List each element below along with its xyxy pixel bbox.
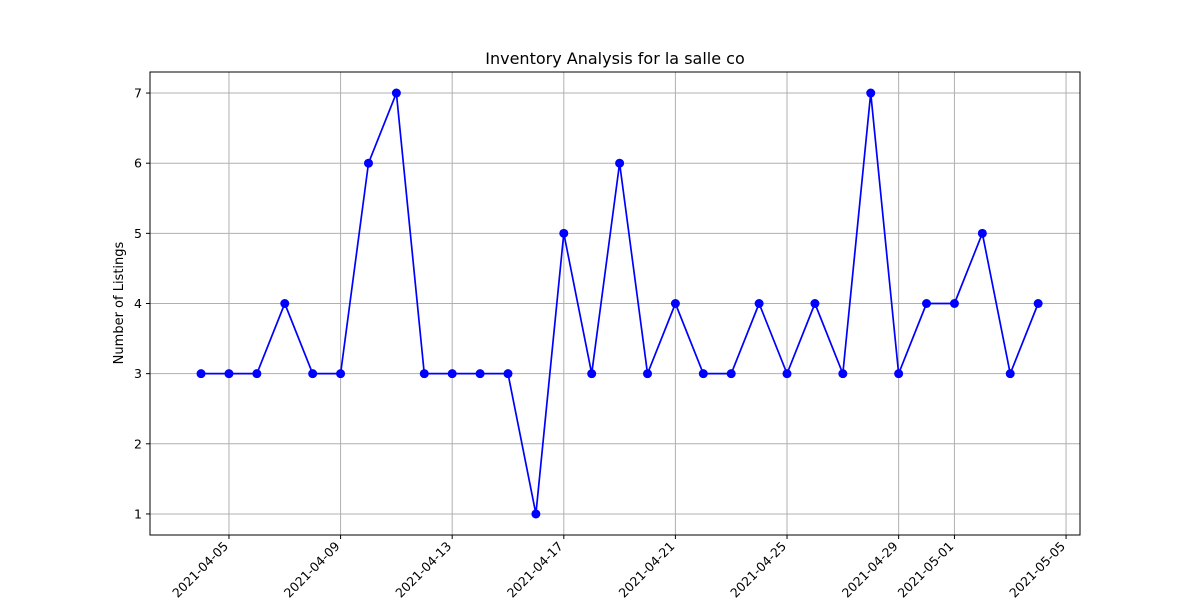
x-tick-label: 2021-04-05 bbox=[169, 539, 231, 600]
x-tick-label: 2021-04-25 bbox=[727, 539, 789, 600]
data-point bbox=[866, 88, 876, 98]
data-point bbox=[224, 369, 234, 379]
data-point bbox=[363, 158, 373, 168]
y-tick-label: 7 bbox=[134, 86, 142, 101]
data-point bbox=[391, 88, 401, 98]
data-point bbox=[419, 369, 429, 379]
data-point bbox=[1005, 369, 1015, 379]
data-point bbox=[503, 369, 513, 379]
x-tick-label: 2021-04-29 bbox=[839, 538, 901, 600]
y-tick-label: 3 bbox=[134, 366, 142, 381]
data-point bbox=[587, 369, 597, 379]
x-tick-label: 2021-05-05 bbox=[1006, 539, 1068, 600]
y-tick-label: 1 bbox=[134, 506, 142, 521]
data-point bbox=[977, 228, 987, 238]
data-point bbox=[782, 369, 792, 379]
data-point bbox=[252, 369, 262, 379]
data-point bbox=[615, 158, 625, 168]
data-point bbox=[336, 369, 346, 379]
data-point bbox=[726, 369, 736, 379]
grid-layer bbox=[150, 72, 1080, 535]
data-point bbox=[894, 369, 904, 379]
x-tick-label: 2021-04-21 bbox=[616, 539, 678, 600]
data-point bbox=[447, 369, 457, 379]
data-point bbox=[643, 369, 653, 379]
x-tick-label: 2021-04-13 bbox=[392, 539, 454, 600]
data-point bbox=[838, 369, 848, 379]
x-tick-label: 2021-05-01 bbox=[895, 539, 957, 600]
data-point bbox=[810, 299, 820, 308]
data-point bbox=[559, 228, 569, 238]
y-tick-label: 4 bbox=[134, 296, 142, 311]
data-point bbox=[280, 299, 290, 308]
data-point bbox=[670, 299, 680, 308]
data-point bbox=[475, 369, 485, 379]
y-tick-label: 5 bbox=[134, 226, 142, 241]
data-point bbox=[698, 369, 708, 379]
x-tick-label: 2021-04-09 bbox=[281, 538, 343, 600]
y-axis-label: Number of Listings bbox=[112, 241, 127, 364]
data-point bbox=[949, 299, 959, 308]
x-tick-label: 2021-04-17 bbox=[504, 539, 566, 600]
data-point bbox=[922, 299, 932, 308]
axes-layer: 1 2 3 4 5 6 7 2021-04-05 2021-04-09 2021-04-13 202… bbox=[134, 71, 1081, 600]
data-point bbox=[196, 369, 206, 379]
y-tick-label: 2 bbox=[134, 436, 142, 451]
data-point bbox=[754, 299, 764, 308]
series-layer bbox=[196, 88, 1043, 519]
data-point bbox=[308, 369, 318, 379]
data-point bbox=[531, 509, 541, 519]
plot-frame bbox=[149, 71, 1081, 536]
y-tick-label: 6 bbox=[134, 156, 142, 171]
data-point bbox=[1033, 299, 1043, 308]
chart-title: Inventory Analysis for la salle co bbox=[485, 49, 744, 68]
